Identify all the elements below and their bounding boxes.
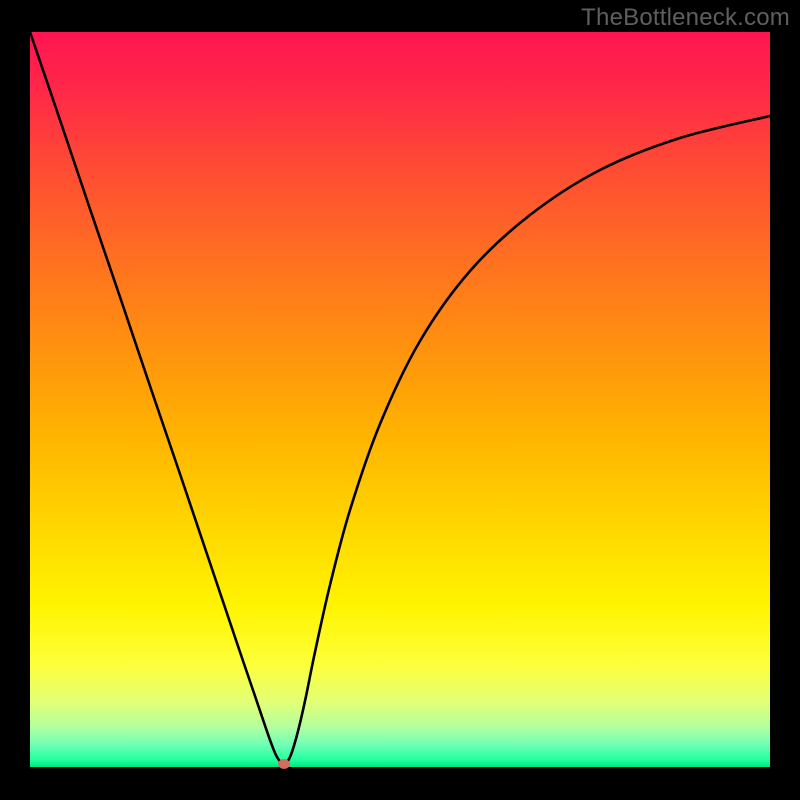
- chart-svg: [0, 0, 800, 800]
- minimum-marker: [278, 759, 290, 769]
- plot-background: [30, 32, 770, 767]
- chart-container: TheBottleneck.com: [0, 0, 800, 800]
